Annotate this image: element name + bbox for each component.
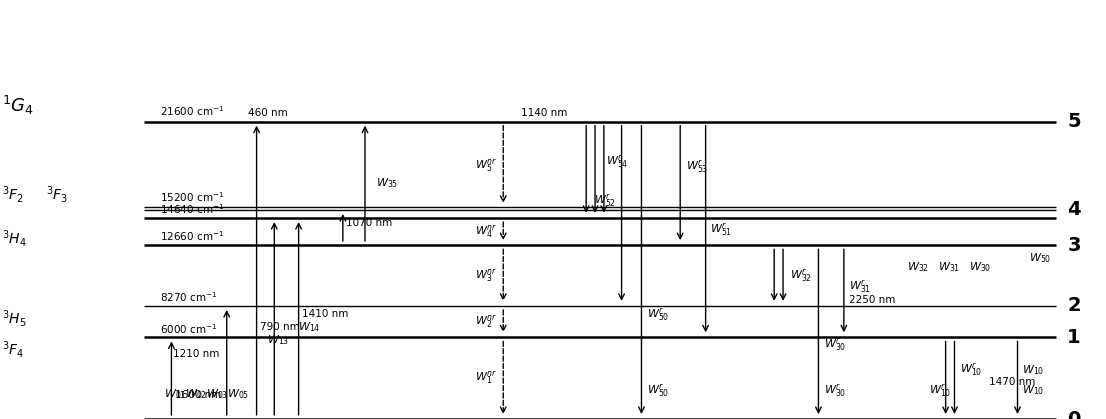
Text: $W_{05}$: $W_{05}$ — [227, 388, 249, 401]
Text: $W_1^{nr}$: $W_1^{nr}$ — [476, 370, 498, 386]
Text: 5: 5 — [1067, 112, 1081, 131]
Text: $W_{51}^r$: $W_{51}^r$ — [710, 221, 732, 238]
Text: $^3H_4$: $^3H_4$ — [2, 228, 27, 249]
Text: 1070 nm: 1070 nm — [346, 218, 393, 228]
Text: 12660 cm$^{-1}$: 12660 cm$^{-1}$ — [160, 230, 225, 243]
Text: $W_{31}^r$: $W_{31}^r$ — [849, 279, 872, 295]
Text: 1410 nm: 1410 nm — [302, 309, 348, 319]
Text: 2: 2 — [1067, 296, 1081, 316]
Text: $^3F_3$: $^3F_3$ — [46, 184, 69, 205]
Text: 2250 nm: 2250 nm — [849, 295, 896, 305]
Text: $W_{01}$: $W_{01}$ — [164, 388, 186, 401]
Text: 8270 cm$^{-1}$: 8270 cm$^{-1}$ — [160, 290, 218, 304]
Text: $W_{10}^r$: $W_{10}^r$ — [929, 382, 951, 398]
Text: 1: 1 — [1067, 328, 1081, 347]
Text: $W_{31}$: $W_{31}$ — [938, 260, 960, 274]
Text: 1470 nm: 1470 nm — [989, 378, 1035, 387]
Text: 0: 0 — [1067, 409, 1081, 419]
Text: 14640 cm$^{-1}$: 14640 cm$^{-1}$ — [160, 202, 225, 216]
Text: 1210 nm: 1210 nm — [173, 349, 219, 359]
Text: 15200 cm$^{-1}$: 15200 cm$^{-1}$ — [160, 190, 225, 204]
Text: $W_{52}^r$: $W_{52}^r$ — [594, 193, 616, 210]
Text: $^3F_4$: $^3F_4$ — [2, 339, 24, 360]
Text: 4: 4 — [1067, 200, 1081, 220]
Text: $^1G_4$: $^1G_4$ — [2, 94, 34, 117]
Text: $W_{03}$: $W_{03}$ — [206, 388, 228, 401]
Text: 790 nm: 790 nm — [260, 322, 300, 332]
Text: 6000 cm$^{-1}$: 6000 cm$^{-1}$ — [160, 322, 218, 336]
Text: $W_{10}^r$: $W_{10}^r$ — [960, 362, 982, 378]
Text: $W_{02}$: $W_{02}$ — [185, 388, 207, 401]
Text: 1140 nm: 1140 nm — [521, 108, 567, 118]
Text: $W_3^{nr}$: $W_3^{nr}$ — [476, 267, 498, 284]
Text: 3: 3 — [1067, 235, 1081, 255]
Text: $W_{32}$: $W_{32}$ — [907, 260, 929, 274]
Text: 460 nm: 460 nm — [248, 108, 288, 118]
Text: $W_{14}$: $W_{14}$ — [299, 320, 321, 334]
Text: $W_5^{nr}$: $W_5^{nr}$ — [476, 158, 498, 174]
Text: $W_{50}^r$: $W_{50}^r$ — [647, 382, 669, 398]
Text: $W_{30}^r$: $W_{30}^r$ — [824, 337, 846, 354]
Text: $W_{35}$: $W_{35}$ — [376, 176, 398, 190]
Text: $W_{54}^r$: $W_{54}^r$ — [606, 153, 628, 170]
Text: 1600 nm: 1600 nm — [175, 390, 221, 400]
Text: $W_{50}$: $W_{50}$ — [1029, 251, 1051, 264]
Text: $W_{13}$: $W_{13}$ — [267, 334, 289, 347]
Text: $^3F_2$: $^3F_2$ — [2, 184, 24, 205]
Text: $W_{30}^r$: $W_{30}^r$ — [824, 382, 846, 398]
Text: $^3H_5$: $^3H_5$ — [2, 308, 27, 329]
Text: $W_2^{nr}$: $W_2^{nr}$ — [476, 313, 498, 330]
Text: 21600 cm$^{-1}$: 21600 cm$^{-1}$ — [160, 104, 225, 118]
Text: $W_{10}$: $W_{10}$ — [1022, 383, 1044, 397]
Text: $W_{32}^r$: $W_{32}^r$ — [790, 267, 812, 284]
Text: $W_4^{nr}$: $W_4^{nr}$ — [476, 223, 498, 240]
Text: $W_{50}^r$: $W_{50}^r$ — [647, 307, 669, 323]
Text: $W_{53}^r$: $W_{53}^r$ — [686, 158, 708, 175]
Text: $W_{10}$: $W_{10}$ — [1022, 363, 1044, 377]
Text: $W_{30}$: $W_{30}$ — [969, 260, 991, 274]
